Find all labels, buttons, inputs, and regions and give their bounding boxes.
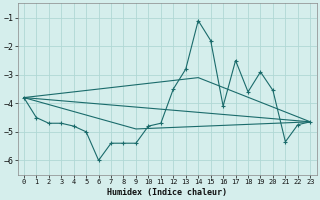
X-axis label: Humidex (Indice chaleur): Humidex (Indice chaleur) — [107, 188, 227, 197]
